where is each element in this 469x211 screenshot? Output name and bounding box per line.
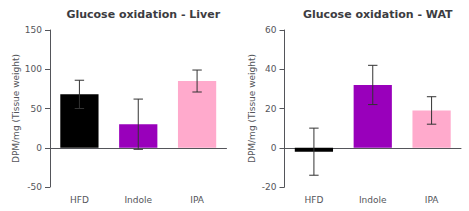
svg-text:0: 0: [36, 143, 42, 153]
svg-text:HFD: HFD: [304, 195, 323, 205]
svg-text:Glucose oxidation - WAT: Glucose oxidation - WAT: [303, 8, 453, 21]
svg-text:150: 150: [25, 25, 42, 35]
svg-text:DPM/mg (Tissue weight): DPM/mg (Tissue weight): [247, 54, 257, 163]
svg-text:DPM/mg (Tissue weight): DPM/mg (Tissue weight): [11, 54, 21, 163]
svg-text:-20: -20: [262, 182, 277, 192]
svg-text:Glucose oxidation - Liver: Glucose oxidation - Liver: [66, 8, 220, 21]
svg-text:50: 50: [31, 104, 43, 114]
svg-text:60: 60: [265, 25, 277, 35]
svg-text:20: 20: [265, 104, 277, 114]
svg-text:-50: -50: [27, 182, 42, 192]
svg-text:IPA: IPA: [190, 195, 205, 205]
svg-text:Indole: Indole: [359, 195, 387, 205]
svg-text:100: 100: [25, 64, 42, 74]
svg-text:IPA: IPA: [425, 195, 440, 205]
svg-text:0: 0: [271, 143, 277, 153]
svg-text:Indole: Indole: [124, 195, 152, 205]
svg-text:HFD: HFD: [70, 195, 89, 205]
svg-text:40: 40: [265, 64, 277, 74]
